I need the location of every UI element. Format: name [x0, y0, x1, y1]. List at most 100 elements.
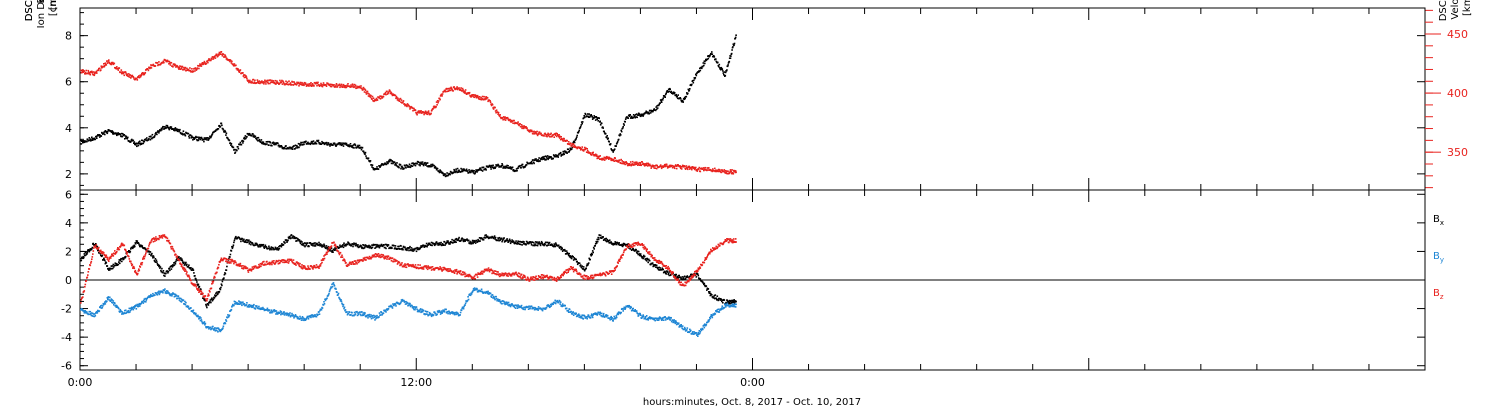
data-point	[395, 95, 398, 98]
data-point	[306, 316, 308, 319]
data-point	[258, 305, 260, 308]
data-point	[154, 258, 157, 260]
data-point	[407, 247, 410, 249]
data-point	[140, 302, 143, 305]
data-point	[189, 267, 191, 269]
data-point	[117, 263, 120, 266]
data-point	[138, 302, 141, 305]
data-point	[209, 135, 211, 138]
data-point	[662, 268, 664, 271]
data-point	[180, 65, 182, 68]
data-point	[546, 133, 549, 136]
data-point	[464, 89, 467, 91]
data-point	[213, 329, 215, 331]
data-point	[591, 152, 593, 154]
data-point	[316, 243, 319, 246]
data-point	[299, 81, 302, 84]
data-point	[624, 243, 627, 246]
data-point	[590, 115, 593, 117]
data-point	[167, 126, 170, 129]
data-point	[338, 246, 341, 249]
data-point	[620, 244, 623, 247]
data-point	[522, 243, 525, 245]
data-point	[201, 63, 203, 65]
data-point	[165, 124, 168, 127]
data-point	[713, 296, 715, 299]
data-point	[642, 257, 644, 260]
data-point	[141, 245, 144, 247]
data-point	[262, 243, 265, 246]
data-point	[280, 313, 282, 316]
data-point	[339, 244, 341, 247]
data-point	[717, 64, 720, 67]
data-point	[706, 169, 708, 172]
data-point	[274, 79, 277, 82]
data-point	[430, 163, 432, 166]
data-point	[538, 242, 541, 245]
data-point	[575, 137, 577, 140]
data-point	[266, 81, 268, 83]
data-point	[506, 239, 509, 242]
data-point	[100, 65, 103, 67]
data-point	[325, 84, 327, 86]
data-point	[576, 263, 579, 266]
data-point	[169, 64, 172, 66]
data-point	[604, 132, 607, 135]
data-point	[267, 309, 270, 311]
data-point	[654, 266, 657, 268]
data-point	[296, 240, 298, 242]
data-point	[132, 139, 135, 142]
data-point	[369, 316, 372, 318]
data-point	[239, 302, 242, 304]
data-point	[720, 68, 722, 71]
data-point	[329, 85, 332, 88]
data-point	[677, 94, 679, 96]
data-point	[330, 83, 332, 86]
data-point	[150, 135, 152, 138]
data-point	[623, 162, 625, 165]
data-point	[318, 313, 321, 315]
data-point	[264, 79, 266, 82]
data-point	[702, 65, 704, 68]
data-point	[455, 313, 457, 316]
data-point	[424, 313, 426, 316]
data-point	[418, 164, 420, 166]
data-point	[422, 163, 424, 166]
data-point	[244, 76, 247, 79]
data-point	[317, 81, 319, 84]
data-point	[416, 248, 419, 251]
data-point	[362, 244, 364, 246]
data-point	[595, 242, 598, 244]
left-axis-label-line: Ion Density	[36, 0, 47, 28]
data-point	[91, 248, 93, 250]
data-point	[189, 69, 192, 72]
data-point	[488, 292, 490, 294]
data-point	[212, 58, 215, 60]
data-point	[457, 238, 460, 240]
data-point	[303, 244, 305, 247]
data-point	[450, 311, 453, 313]
data-point	[346, 243, 349, 245]
left-axis-tick-label: -2	[61, 303, 72, 316]
data-point	[265, 143, 267, 146]
data-point	[491, 166, 494, 169]
data-point	[578, 262, 581, 265]
data-point	[465, 168, 468, 171]
data-point	[219, 125, 222, 128]
data-point	[409, 107, 412, 109]
data-point	[200, 63, 202, 66]
data-point	[406, 249, 408, 252]
data-point	[135, 304, 137, 307]
data-point	[587, 151, 590, 153]
data-point	[319, 243, 322, 245]
data-point	[173, 63, 175, 65]
data-point	[468, 169, 470, 171]
data-point	[129, 309, 132, 312]
data-point	[208, 302, 211, 304]
data-point	[150, 67, 153, 69]
data-point	[415, 247, 417, 250]
data-point	[467, 172, 470, 174]
data-point	[544, 243, 546, 246]
data-point	[564, 150, 567, 153]
data-point	[311, 142, 313, 145]
